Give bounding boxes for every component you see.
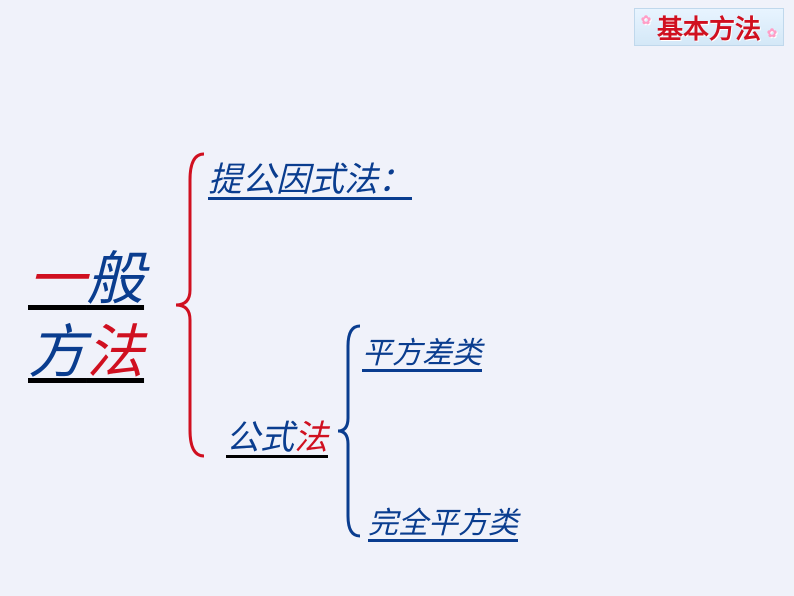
brace-main xyxy=(172,150,208,460)
branch-extract-common-factor-text: 提公因式法： xyxy=(208,162,412,199)
main-char-3: 方 xyxy=(28,320,86,385)
main-char-2: 般 xyxy=(86,247,144,312)
main-title-line1: 一般 xyxy=(28,244,144,317)
main-title-line2: 方法 xyxy=(28,317,144,390)
corner-label: 基本方法 xyxy=(634,8,784,46)
main-title: 一般 方法 xyxy=(28,244,144,389)
formula-blue: 公式 xyxy=(226,420,294,457)
branch-perfect-square-text: 完全平方类 xyxy=(368,507,518,540)
branch-extract-common-factor: 提公因式法： xyxy=(208,152,412,201)
branch-square-difference: 平方差类 xyxy=(362,328,482,372)
branch-square-difference-text: 平方差类 xyxy=(362,337,482,370)
branch-formula-method: 公式法 xyxy=(226,410,328,459)
branch-perfect-square: 完全平方类 xyxy=(368,498,518,542)
brace-formula-path xyxy=(338,326,360,536)
main-char-1: 一 xyxy=(28,247,86,312)
formula-red: 法 xyxy=(294,420,328,457)
brace-main-path xyxy=(176,154,204,456)
corner-label-text: 基本方法 xyxy=(657,9,761,46)
main-char-4: 法 xyxy=(86,320,144,385)
brace-formula xyxy=(334,322,364,540)
